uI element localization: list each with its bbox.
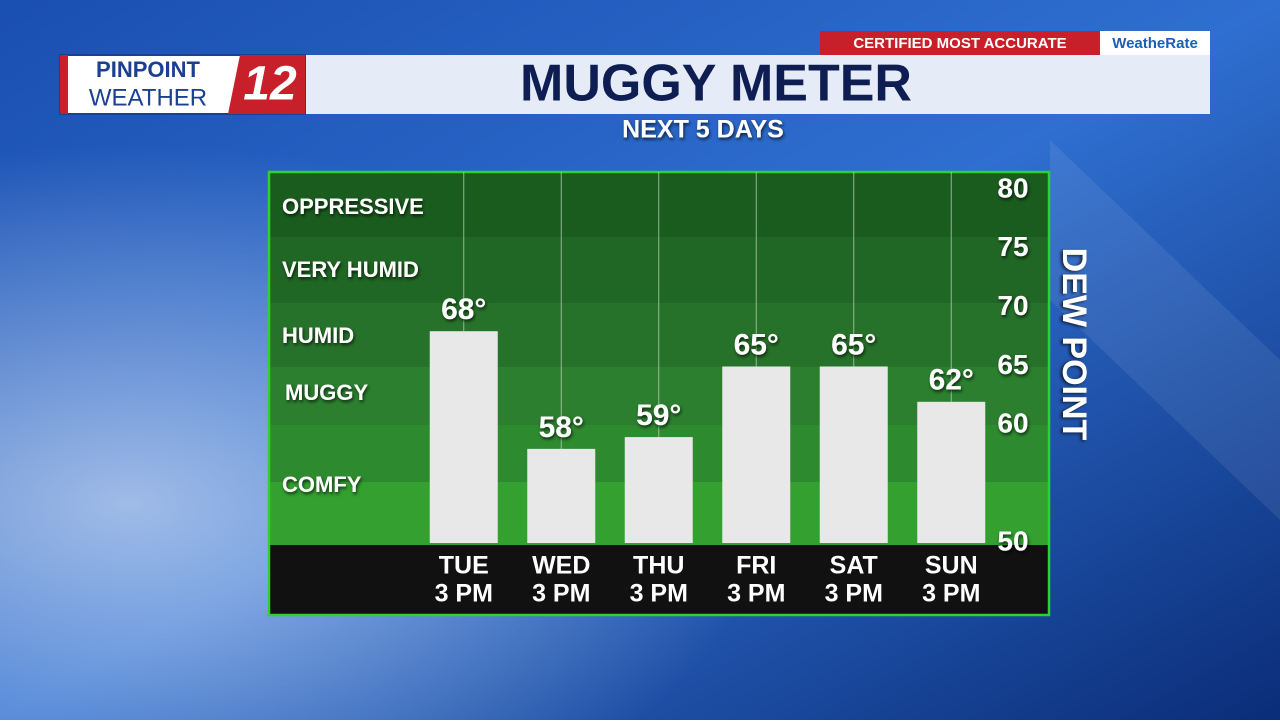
y-tick-label: 60 [997,408,1028,439]
value-label: 59° [636,399,681,432]
x-tick-label: TUE [439,552,489,580]
y-tick-label: 50 [997,525,1028,556]
logo-top: PINPOINT [96,57,200,82]
bar [917,401,986,543]
badge-box [820,31,1100,55]
x-tick-sublabel: 3 PM [727,580,785,608]
y-tick-label: 70 [997,290,1028,321]
x-tick-sublabel: 3 PM [532,580,590,608]
logo-bottom: WEATHER [89,84,207,111]
category-strip [269,545,1049,615]
x-tick-label: SAT [830,552,878,580]
zone-label: COMFY [282,472,362,497]
x-tick-label: FRI [736,552,776,580]
bar [722,366,791,543]
x-tick-sublabel: 3 PM [630,580,688,608]
y-tick-label: 80 [997,172,1028,203]
zone-label: MUGGY [285,380,368,405]
logo-stripe [60,55,68,114]
value-label: 65° [831,328,876,361]
value-label: 58° [539,411,584,444]
x-tick-sublabel: 3 PM [435,580,493,608]
value-label: 62° [929,364,974,397]
y-axis-label: DEW POINT [1055,248,1093,441]
zone-label: OPPRESSIVE [282,194,424,219]
y-tick-label: 65 [997,349,1028,380]
x-tick-sublabel: 3 PM [825,580,883,608]
bar [527,448,596,543]
badge: CERTIFIED MOST ACCURATE [853,35,1066,52]
bar [429,331,498,543]
logo-number: 12 [243,58,297,111]
value-label: 65° [734,328,779,361]
x-tick-label: SUN [925,552,978,580]
x-tick-label: THU [633,552,684,580]
zone-label: VERY HUMID [282,257,419,282]
zone-label: HUMID [282,323,354,348]
chart-subtitle: NEXT 5 DAYS [622,116,784,144]
value-label: 68° [441,293,486,326]
y-tick-label: 75 [997,231,1028,262]
chart-title: MUGGY METER [520,55,912,113]
logo-number-box [228,55,305,114]
badge-brand: WeatheRate [1112,35,1198,52]
decor [1050,140,1280,520]
x-tick-label: WED [532,552,590,580]
badge-brand-box [1100,31,1210,55]
bar [624,437,693,543]
x-tick-sublabel: 3 PM [922,580,980,608]
bar [819,366,888,543]
